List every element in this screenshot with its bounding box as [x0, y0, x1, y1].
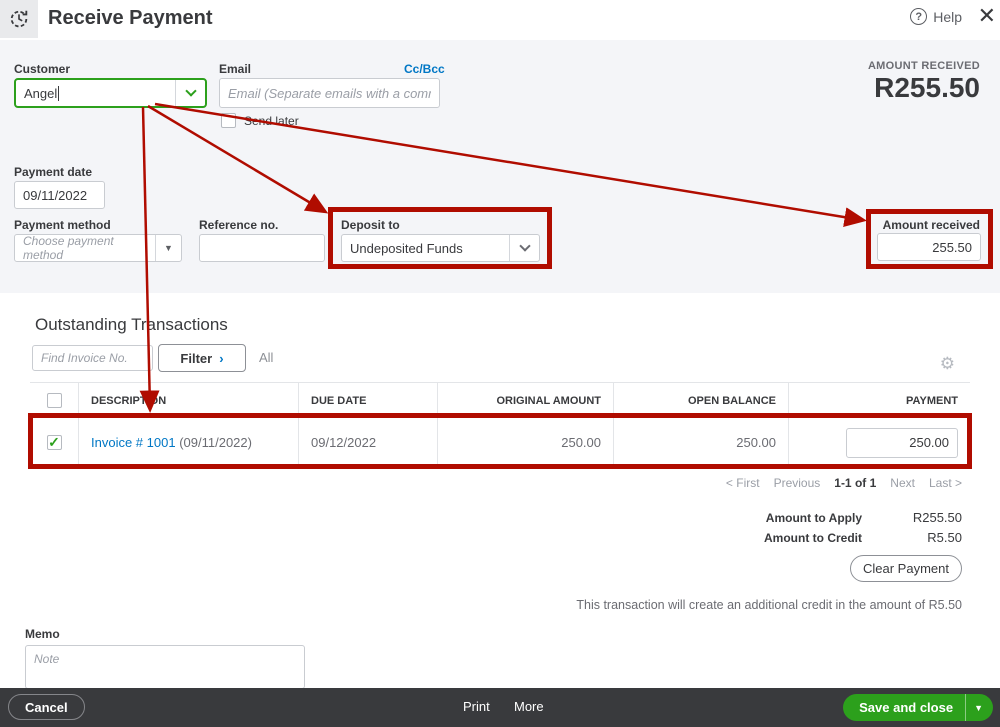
- chevron-right-icon: ›: [219, 350, 224, 366]
- deposit-to-select[interactable]: Undeposited Funds: [341, 234, 540, 262]
- pagination-first[interactable]: < First: [725, 476, 760, 490]
- page-header: Receive Payment ? Help ✕: [0, 0, 1000, 40]
- close-icon[interactable]: ✕: [977, 3, 996, 28]
- more-button[interactable]: More: [514, 699, 544, 714]
- row-open-balance: 250.00: [613, 418, 788, 467]
- table-row: ✓ Invoice # 1001 (09/11/2022) 09/12/2022…: [30, 418, 970, 468]
- payment-date-input[interactable]: [14, 181, 105, 209]
- filter-button[interactable]: Filter ›: [158, 344, 246, 372]
- reference-no-label: Reference no.: [199, 218, 279, 232]
- reference-no-input[interactable]: [199, 234, 325, 262]
- print-button[interactable]: Print: [463, 699, 490, 714]
- col-open-balance: OPEN BALANCE: [613, 383, 788, 418]
- customer-value: Angel: [24, 85, 58, 101]
- save-and-close-label: Save and close: [859, 700, 954, 715]
- amount-received-input[interactable]: [877, 233, 981, 261]
- row-original-amount: 250.00: [437, 418, 613, 467]
- customer-dropdown-button[interactable]: [175, 80, 205, 106]
- row-due-date: 09/12/2022: [298, 418, 437, 467]
- email-label: Email: [219, 62, 252, 76]
- deposit-to-value: Undeposited Funds: [350, 240, 463, 256]
- filter-status-all: All: [259, 350, 274, 365]
- chevron-down-icon: [184, 85, 197, 97]
- amount-to-credit-value: R5.50: [927, 530, 962, 545]
- select-all-checkbox[interactable]: [46, 393, 62, 408]
- amount-to-apply-label: Amount to Apply: [765, 511, 862, 525]
- filter-label: Filter: [180, 350, 213, 366]
- payment-method-select[interactable]: Choose payment method ▼: [14, 234, 182, 262]
- invoice-link[interactable]: Invoice # 1001: [91, 435, 176, 450]
- text-cursor: [58, 85, 60, 101]
- pagination-range: 1-1 of 1: [834, 476, 877, 490]
- table-header-row: DESCRIPTION DUE DATE ORIGINAL AMOUNT OPE…: [30, 382, 970, 418]
- payment-date-label: Payment date: [14, 165, 93, 179]
- row-checkbox[interactable]: ✓: [46, 434, 62, 450]
- save-options-caret[interactable]: ▼: [965, 694, 993, 721]
- recent-transactions-icon[interactable]: [0, 0, 38, 38]
- col-description: DESCRIPTION: [78, 383, 298, 418]
- payment-method-label: Payment method: [14, 218, 111, 232]
- outstanding-transactions-heading: Outstanding Transactions: [35, 315, 228, 334]
- find-invoice-input[interactable]: [32, 345, 153, 371]
- footer-bar: Cancel Print More Save and close ▼: [0, 688, 1000, 727]
- send-later-label: Send later: [244, 113, 299, 128]
- amount-received-field-label: Amount received: [882, 218, 980, 232]
- gear-icon[interactable]: ⚙: [939, 354, 955, 373]
- amount-to-apply-value: R255.50: [912, 510, 962, 525]
- amount-to-credit-label: Amount to Credit: [764, 531, 862, 545]
- cancel-button[interactable]: Cancel: [8, 694, 85, 720]
- credit-note-text: This transaction will create an addition…: [576, 598, 962, 612]
- memo-label: Memo: [25, 627, 60, 641]
- row-description: Invoice # 1001 (09/11/2022): [78, 418, 298, 467]
- chevron-down-icon: [509, 235, 539, 261]
- customer-input[interactable]: Angel: [14, 78, 207, 108]
- save-and-close-button[interactable]: Save and close ▼: [843, 694, 993, 721]
- amount-to-apply-row: Amount to Apply R255.50: [766, 510, 962, 525]
- clear-payment-button[interactable]: Clear Payment: [850, 555, 962, 582]
- pagination: < First Previous 1-1 of 1 Next Last >: [726, 476, 962, 490]
- deposit-to-label: Deposit to: [341, 218, 400, 232]
- help-icon: ?: [910, 8, 928, 25]
- invoice-date-suffix: (09/11/2022): [179, 435, 252, 450]
- col-payment: PAYMENT: [788, 383, 970, 418]
- payment-amount-input[interactable]: [846, 427, 958, 458]
- pagination-next[interactable]: Next: [890, 476, 915, 490]
- dropdown-triangle-icon: ▼: [155, 235, 181, 261]
- ccbcc-link[interactable]: Cc/Bcc: [404, 62, 445, 76]
- col-original-amount: ORIGINAL AMOUNT: [437, 383, 613, 418]
- transactions-table: DESCRIPTION DUE DATE ORIGINAL AMOUNT OPE…: [30, 382, 970, 468]
- customer-label: Customer: [14, 62, 71, 76]
- send-later-checkbox[interactable]: [221, 113, 236, 128]
- pagination-last[interactable]: Last >: [928, 476, 962, 490]
- help-label: Help: [933, 8, 962, 25]
- memo-textarea[interactable]: [25, 645, 305, 689]
- payment-method-placeholder: Choose payment method: [23, 234, 114, 262]
- amount-to-credit-row: Amount to Credit R5.50: [764, 530, 962, 545]
- email-input[interactable]: [219, 78, 440, 108]
- pagination-previous[interactable]: Previous: [773, 476, 821, 490]
- help-button[interactable]: ? Help: [910, 8, 962, 25]
- amount-received-summary-value: R255.50: [874, 72, 980, 103]
- col-due-date: DUE DATE: [298, 383, 437, 418]
- amount-received-summary-label: AMOUNT RECEIVED: [867, 60, 980, 72]
- page-title: Receive Payment: [48, 7, 213, 29]
